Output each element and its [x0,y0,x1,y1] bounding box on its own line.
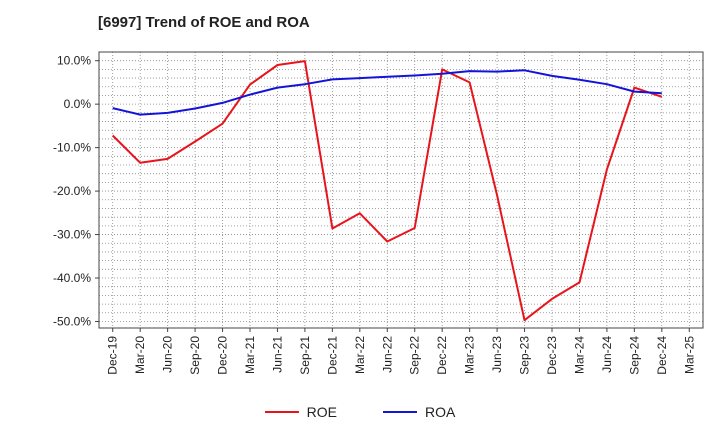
x-tick-label: Dec-24 [655,336,669,375]
x-tick-label: Mar-20 [133,336,147,374]
legend-swatch-roa [383,411,417,413]
x-tick-label: Dec-22 [435,336,449,375]
x-tick-label: Sep-21 [298,336,312,375]
y-tick-label: -30.0% [53,228,91,242]
y-tick-label: -10.0% [53,141,91,155]
grid-lines [99,52,703,328]
legend-label-roa: ROA [425,404,456,420]
x-tick-label: Jun-21 [270,336,284,373]
x-tick-label: Sep-24 [627,336,641,375]
x-tick-label: Jun-20 [161,336,175,373]
legend-item-roa: ROA [383,404,455,420]
x-tick-label: Dec-20 [216,336,230,375]
y-tick-label: -50.0% [53,314,91,328]
legend-label-roe: ROE [306,404,337,420]
series-line-roa [112,69,662,116]
y-tick-label: -40.0% [53,271,91,285]
x-tick-label: Jun-24 [600,336,614,373]
x-tick-label: Dec-19 [106,336,120,375]
x-tick-label: Mar-25 [682,336,696,374]
x-tick-label: Mar-21 [243,336,257,374]
series-line-roe [111,60,663,322]
y-tick-label: -20.0% [53,184,91,198]
series-lines [111,60,663,322]
x-tick-label: Jun-23 [490,336,504,373]
chart-legend: ROE ROA [0,404,720,420]
x-tick-label: Dec-21 [325,336,339,375]
x-tick-label: Sep-20 [188,336,202,375]
x-tick-label: Dec-23 [545,336,559,375]
x-tick-label: Mar-22 [353,336,367,374]
plot-area-frame [98,51,704,329]
y-axis-ticks: 10.0% 0.0% -10.0% -20.0% -30.0% -40.0% -50.0% [53,54,99,328]
y-tick-label: 0.0% [64,97,92,111]
legend-swatch-roe [264,411,299,413]
x-tick-label: Sep-22 [408,336,422,375]
chart-title: [6997] Trend of ROE and ROA [98,14,310,31]
y-tick-label: 10.0% [57,54,91,68]
x-tick-label: Jun-22 [380,336,394,373]
legend-item-roe: ROE [264,404,337,420]
x-axis-ticks: Dec-19 Mar-20 Jun-20 Sep-20 Dec-20 Mar-21 Jun-… [106,328,696,375]
x-tick-label: Mar-23 [463,336,477,374]
x-tick-label: Mar-24 [572,336,586,374]
x-tick-label: Sep-23 [518,336,532,375]
